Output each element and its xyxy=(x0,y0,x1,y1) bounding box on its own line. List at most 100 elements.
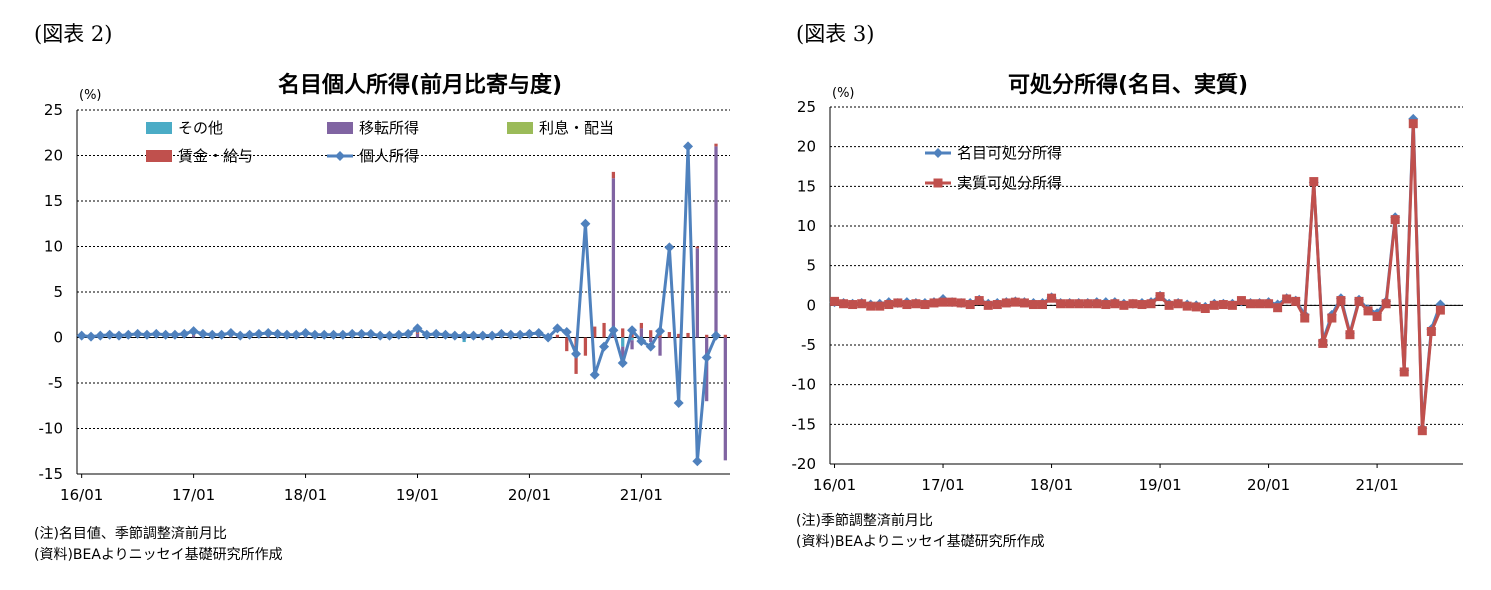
data-point-income xyxy=(300,327,311,338)
y-tick-label: 20 xyxy=(797,138,816,156)
data-point-income xyxy=(440,329,451,340)
data-point-real xyxy=(1164,300,1174,310)
x-tick-label: 19/01 xyxy=(1138,476,1181,494)
data-point-real xyxy=(1236,296,1246,306)
data-point-real xyxy=(1426,327,1436,337)
data-point-real xyxy=(1408,119,1418,129)
data-point-income xyxy=(272,328,283,339)
bar-transfer xyxy=(723,337,727,461)
data-point-real xyxy=(1291,296,1301,306)
data-point-income xyxy=(188,326,199,337)
bar-transfer xyxy=(639,328,644,338)
data-point-real xyxy=(1300,313,1310,323)
data-point-income xyxy=(151,328,162,339)
data-point-income xyxy=(393,329,404,340)
data-point-real xyxy=(1137,300,1147,310)
data-point-income xyxy=(533,327,544,338)
data-point-real xyxy=(1309,177,1319,187)
y-tick-label: -10 xyxy=(39,420,64,438)
data-point-income xyxy=(104,329,115,340)
data-point-real xyxy=(1273,303,1283,313)
bar-wages xyxy=(723,334,727,338)
data-point-income xyxy=(636,336,647,347)
x-tick-label: 16/01 xyxy=(813,476,856,494)
y-tick-label: 5 xyxy=(53,283,63,301)
data-point-income xyxy=(309,329,320,340)
bar-wages xyxy=(602,322,606,338)
series-line-nominal xyxy=(834,117,1442,430)
data-point-income xyxy=(580,218,591,229)
bar-transfer xyxy=(621,346,625,361)
data-point-income xyxy=(207,329,218,340)
data-point-real xyxy=(1354,296,1364,306)
data-point-income xyxy=(263,327,274,338)
bar-transfer xyxy=(658,337,662,356)
y-axis-unit: (%) xyxy=(79,88,102,103)
data-point-real xyxy=(1417,426,1427,436)
x-tick-label: 21/01 xyxy=(1355,476,1398,494)
data-point-income xyxy=(337,329,348,340)
data-point-real xyxy=(1318,338,1328,348)
bar-wages xyxy=(695,246,699,249)
y-tick-label: 10 xyxy=(797,217,816,235)
data-point-income xyxy=(664,242,675,253)
data-point-income xyxy=(225,327,236,338)
bar-wages xyxy=(555,334,560,338)
data-point-income xyxy=(123,329,134,340)
data-point-income xyxy=(468,330,479,341)
figure-notes-2: (注)季節調整済前月比 (資料)BEAよりニッセイ基礎研究所作成 xyxy=(796,511,1045,553)
note-line: (注)季節調整済前月比 xyxy=(796,513,933,529)
data-point-real xyxy=(1047,293,1057,303)
bar-wages xyxy=(565,337,569,352)
data-point-income xyxy=(431,328,442,339)
series-line-income xyxy=(81,144,718,463)
data-point-income xyxy=(141,329,152,340)
data-point-real xyxy=(1255,299,1265,309)
bar-wages xyxy=(677,333,681,338)
data-point-real xyxy=(1182,301,1192,311)
legend-label-nominal: 名目可処分所得 xyxy=(957,144,1062,162)
data-point-income xyxy=(543,332,554,343)
x-tick-label: 20/01 xyxy=(1247,476,1290,494)
figure-label-1: (図表 2) xyxy=(34,22,113,46)
bar-other xyxy=(630,337,634,341)
data-point-income xyxy=(449,330,460,341)
legend-marker-nominal xyxy=(933,148,943,158)
y-tick-label: -10 xyxy=(792,376,817,394)
data-point-real xyxy=(1282,294,1292,304)
data-point-income xyxy=(608,325,619,336)
data-point-real xyxy=(1399,367,1409,377)
x-tick-label: 16/01 xyxy=(60,486,103,504)
legend-label-transfer: 移転所得 xyxy=(359,119,419,137)
income-contribution-chart: 名目個人所得(前月比寄与度) (%) 25 20 15 10 5 0 -5 -10 -15 16/01… xyxy=(39,72,730,504)
data-point-income xyxy=(160,329,171,340)
data-point-income xyxy=(552,323,563,334)
data-point-income xyxy=(524,328,535,339)
data-point-real xyxy=(938,297,948,307)
bar-wages xyxy=(621,328,625,338)
bar-wages xyxy=(639,322,644,329)
data-point-real xyxy=(902,300,912,310)
bar-wages xyxy=(686,332,690,338)
legend-swatch-transfer xyxy=(327,122,353,134)
legend-swatch-other xyxy=(146,122,172,134)
data-point-real xyxy=(1200,304,1210,314)
data-point-real xyxy=(929,298,939,308)
data-point-real xyxy=(1372,311,1382,321)
data-point-real xyxy=(1173,299,1183,309)
x-tick-label: 18/01 xyxy=(284,486,327,504)
data-point-real xyxy=(1264,299,1274,309)
y-tick-label: 20 xyxy=(44,147,63,165)
bar-wages xyxy=(714,143,718,147)
y-tick-label: 15 xyxy=(44,192,63,210)
bar-transfer xyxy=(630,340,634,350)
data-point-income xyxy=(328,329,339,340)
data-point-real xyxy=(857,299,867,309)
bar-transfer xyxy=(714,146,718,338)
data-point-income xyxy=(85,331,96,342)
data-point-real xyxy=(1038,300,1048,310)
data-point-income xyxy=(421,329,432,340)
source-line: (資料)BEAよりニッセイ基礎研究所作成 xyxy=(796,534,1045,550)
legend-swatch-wages xyxy=(146,150,172,162)
data-point-real xyxy=(911,299,921,309)
